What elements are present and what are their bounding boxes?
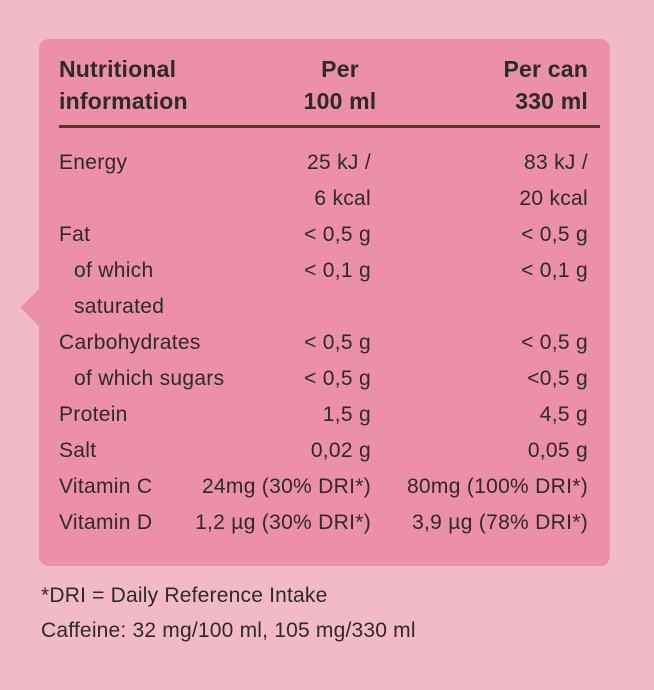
footnote-dri: *DRI = Daily Reference Intake (41, 584, 328, 607)
value-per-100ml: < 0,5 g (304, 223, 371, 246)
value-per-can: 80mg (100% DRI*) (406, 475, 588, 498)
table-row: Fat < 0,5 g < 0,5 g (59, 217, 588, 253)
value-per-100ml: 24mg (30% DRI*) (201, 475, 371, 498)
header-col2-line1: Per (321, 56, 359, 82)
value-per-100ml: 1,5 g (322, 403, 371, 426)
value-per-100ml: 25 kJ / (307, 151, 371, 174)
table-row: Salt 0,02 g 0,05 g (59, 433, 588, 469)
header-per-100ml: Per 100 ml (294, 53, 386, 117)
value-per-can: 0,05 g (527, 439, 588, 462)
value-per-100ml: < 0,1 g (304, 259, 371, 282)
value-per-can: 3,9 µg (78% DRI*) (412, 511, 588, 534)
value-per-can: < 0,5 g (521, 331, 588, 354)
value-per-100ml: < 0,5 g (304, 331, 371, 354)
row-label: Salt (59, 439, 97, 462)
row-label: saturated (74, 295, 165, 318)
table-row: Carbohydrates < 0,5 g < 0,5 g (59, 325, 588, 361)
value-per-100ml: 0,02 g (310, 439, 371, 462)
footnote-caffeine: Caffeine: 32 mg/100 ml, 105 mg/330 ml (41, 619, 416, 642)
value-per-100ml: < 0,5 g (304, 367, 371, 390)
value-per-can: 20 kcal (519, 187, 588, 210)
table-row: Protein 1,5 g 4,5 g (59, 397, 588, 433)
header-col3-line2: 330 ml (515, 88, 588, 114)
footnotes: *DRI = Daily Reference Intake Caffeine: … (41, 578, 416, 648)
row-label: Vitamin C (59, 475, 153, 498)
value-per-can: <0,5 g (527, 367, 588, 390)
value-per-100ml: 1,2 µg (30% DRI*) (195, 511, 371, 534)
table-header: Nutritional information Per 100 ml Per c… (59, 53, 588, 117)
table-row: Vitamin C 24mg (30% DRI*) 80mg (100% DRI*) (59, 469, 588, 505)
value-per-can: < 0,5 g (521, 223, 588, 246)
table-row: Vitamin D 1,2 µg (30% DRI*) 3,9 µg (78% DR… (59, 505, 588, 541)
table-row: Energy 25 kJ / 6 kcal 83 kJ / 20 kcal (59, 145, 588, 217)
table-row: of which sugars < 0,5 g <0,5 g (59, 361, 588, 397)
row-label: Protein (59, 403, 128, 426)
value-per-can: 4,5 g (539, 403, 588, 426)
table-row: saturated (59, 289, 588, 325)
row-label: Energy (59, 151, 128, 174)
row-label: Fat (59, 223, 91, 246)
row-label: of which sugars (74, 367, 225, 390)
header-col1-line1: Nutritional (59, 56, 177, 82)
value-per-can: < 0,1 g (521, 259, 588, 282)
table-row: of which < 0,1 g < 0,1 g (59, 253, 588, 289)
card-tail-notch (20, 288, 59, 327)
value-per-can: 83 kJ / (524, 151, 588, 174)
header-nutritional-information: Nutritional information (59, 53, 188, 117)
header-col3-line1: Per can (503, 56, 588, 82)
header-col2-line2: 100 ml (303, 88, 377, 114)
value-per-100ml: 6 kcal (314, 187, 371, 210)
header-per-can: Per can 330 ml (503, 53, 588, 117)
row-label: of which (74, 259, 154, 282)
table-body: Energy 25 kJ / 6 kcal 83 kJ / 20 kcal Fat < 0,… (59, 145, 588, 541)
row-label: Vitamin D (59, 511, 153, 534)
nutrition-card: Nutritional information Per 100 ml Per c… (20, 39, 610, 566)
header-divider (59, 125, 600, 128)
row-label: Carbohydrates (59, 331, 201, 354)
header-col1-line2: information (59, 88, 188, 114)
